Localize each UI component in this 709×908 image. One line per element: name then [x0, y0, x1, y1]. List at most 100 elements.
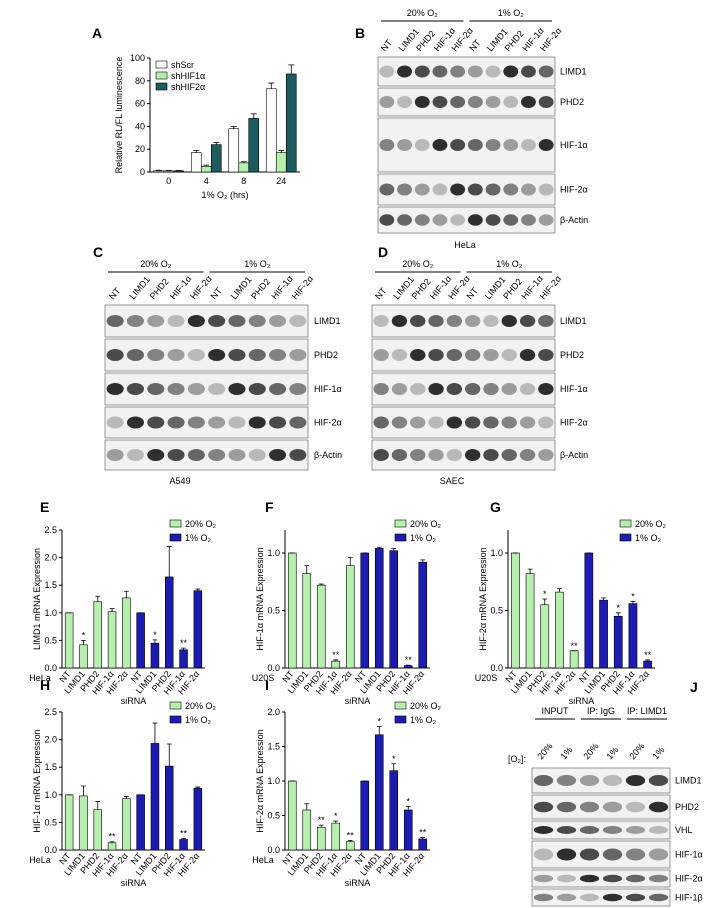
band	[533, 874, 554, 883]
y-tick-label: 1.0	[44, 790, 57, 800]
y-tick-label: 0.5	[267, 811, 280, 821]
legend-label: shHIF1α	[171, 71, 205, 81]
band	[208, 383, 226, 395]
lane-label: NT	[467, 37, 483, 53]
band	[428, 383, 444, 395]
cell-line: HeLa	[29, 855, 51, 865]
bar	[302, 573, 312, 669]
legend-label: 20% O₂	[185, 519, 217, 529]
group-label: INPUT	[542, 706, 570, 716]
band	[106, 315, 124, 327]
blot-frame	[371, 372, 556, 406]
band	[521, 214, 536, 226]
band	[450, 183, 466, 196]
band	[397, 214, 412, 226]
lane-label: PHD2	[148, 276, 171, 301]
lane-label: PHD2	[249, 276, 272, 301]
row-label: HIF-1β	[675, 893, 703, 903]
legend-swatch	[155, 71, 168, 80]
lane-label: 20%	[535, 741, 554, 761]
band	[503, 214, 519, 226]
band	[126, 383, 144, 395]
bar	[79, 795, 88, 851]
band	[446, 416, 463, 429]
band	[432, 214, 448, 226]
band	[467, 96, 483, 108]
band	[147, 349, 165, 361]
legend-swatch	[619, 533, 632, 542]
bar	[599, 599, 608, 669]
band	[602, 826, 623, 834]
cell-line: A549	[169, 476, 190, 486]
significance: *	[392, 754, 396, 764]
error-bar	[333, 820, 339, 824]
band	[187, 383, 205, 395]
error-bar	[181, 647, 186, 650]
band	[538, 214, 554, 226]
band	[208, 449, 226, 461]
band	[501, 383, 517, 395]
legend-label: 1% O₂	[185, 533, 212, 543]
bar	[511, 552, 520, 669]
band	[467, 139, 483, 151]
error-bar	[527, 568, 533, 574]
lane-label: 20%	[581, 741, 600, 761]
bar	[316, 584, 326, 669]
panel-label: A	[92, 25, 102, 41]
error-bar	[333, 659, 339, 662]
band	[579, 893, 600, 902]
bar	[374, 548, 384, 669]
error-bar	[195, 786, 201, 789]
band	[501, 315, 517, 327]
legend-swatch	[394, 701, 407, 710]
band	[432, 139, 448, 151]
legend-swatch	[169, 715, 182, 724]
bar	[285, 73, 297, 173]
band	[485, 65, 501, 78]
band	[248, 383, 266, 395]
band	[147, 315, 165, 327]
lane-label: HIF-2α	[290, 274, 315, 302]
error-bar	[166, 743, 172, 767]
band	[289, 416, 307, 429]
bar	[179, 839, 188, 851]
panel-label: C	[93, 244, 103, 260]
y-tick-label: 0.0	[44, 845, 57, 855]
x-tick-label: 0	[166, 176, 171, 186]
band	[397, 183, 412, 196]
panel-label: H	[40, 677, 50, 693]
band	[485, 139, 501, 151]
band	[521, 139, 536, 151]
error-bar	[376, 546, 382, 549]
row-label: VHL	[675, 825, 693, 835]
error-bar	[420, 837, 426, 839]
blot-frame	[531, 794, 671, 820]
band	[519, 416, 536, 429]
bar	[389, 550, 399, 669]
band	[556, 893, 577, 902]
bar	[345, 565, 355, 669]
band	[464, 315, 481, 327]
bar	[287, 780, 297, 851]
legend-swatch	[169, 701, 182, 710]
bar	[93, 601, 102, 669]
y-tick-label: 0.0	[267, 845, 280, 855]
band	[269, 449, 287, 461]
band	[556, 801, 577, 813]
blot-frame	[377, 117, 556, 173]
band	[373, 383, 389, 395]
band	[391, 449, 408, 461]
blot-frame	[531, 869, 671, 888]
error-bar	[347, 839, 353, 842]
band	[428, 416, 444, 429]
band	[648, 874, 669, 883]
band	[521, 183, 536, 196]
bar	[374, 734, 384, 851]
significance: **	[405, 655, 413, 665]
legend-label: 1% O₂	[185, 715, 212, 725]
group-label: 1% O₂	[244, 259, 271, 269]
error-bar	[278, 149, 285, 153]
y-tick-label: 0.5	[44, 635, 57, 645]
band	[464, 349, 481, 361]
y-tick-label: 2.5	[44, 707, 57, 717]
